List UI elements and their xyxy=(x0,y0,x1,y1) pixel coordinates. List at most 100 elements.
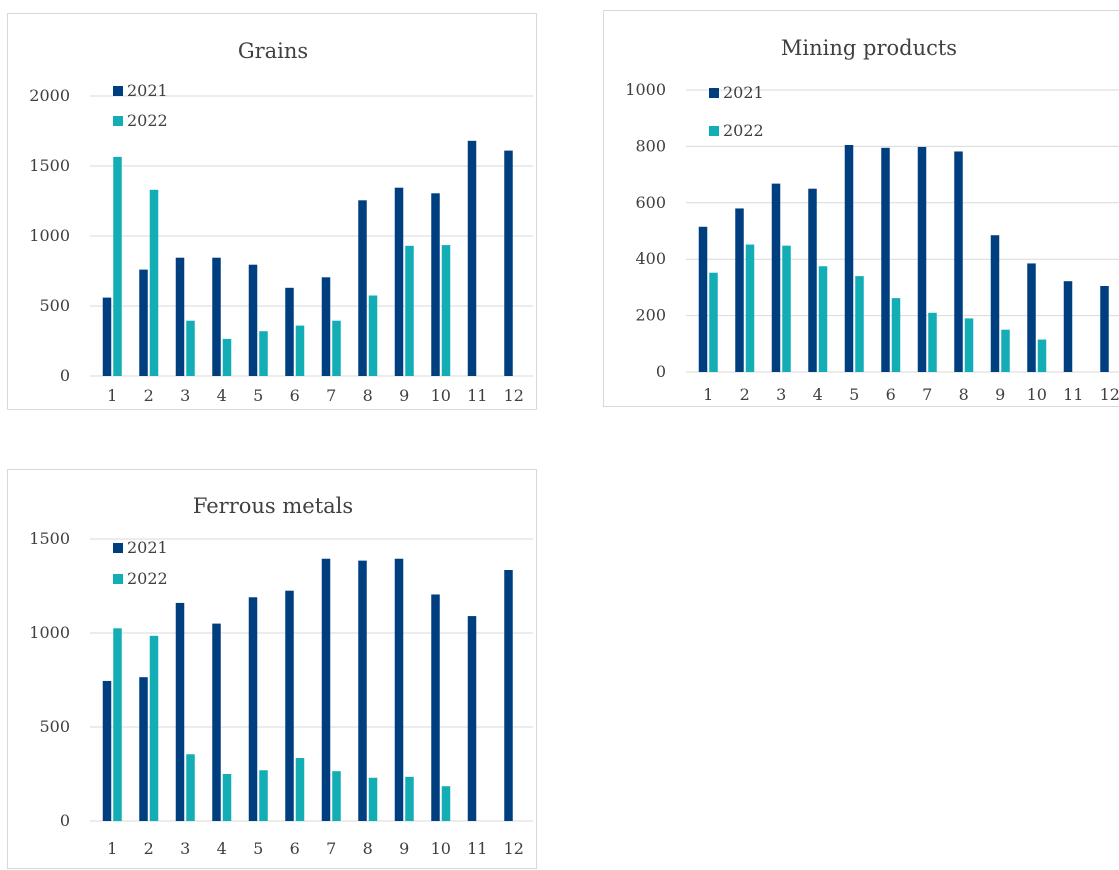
bar-ferrous-metals-2022-9 xyxy=(405,776,414,821)
bar-grains-2021-2 xyxy=(139,269,148,376)
chart-title: Ferrous metals xyxy=(193,494,353,518)
x-tick-label: 5 xyxy=(849,385,859,404)
bar-ferrous-metals-2021-2 xyxy=(139,677,148,821)
x-tick-label: 6 xyxy=(290,839,300,858)
bar-ferrous-metals-2022-4 xyxy=(222,774,232,821)
x-tick-label: 3 xyxy=(180,839,190,858)
x-tick-label: 11 xyxy=(467,386,487,405)
bar-grains-2022-4 xyxy=(222,338,232,376)
x-tick-label: 9 xyxy=(399,839,409,858)
bar-mining-products-2021-10 xyxy=(1027,263,1036,372)
bar-mining-products-2022-3 xyxy=(782,245,791,372)
x-tick-label: 1 xyxy=(703,385,713,404)
x-tick-label: 1 xyxy=(107,839,117,858)
bar-grains-2021-11 xyxy=(467,140,477,376)
y-tick-label: 0 xyxy=(60,811,70,830)
bar-mining-products-2021-8 xyxy=(954,151,963,372)
legend-label-2021: 2021 xyxy=(723,83,764,102)
x-tick-label: 8 xyxy=(959,385,969,404)
bar-grains-2021-7 xyxy=(321,277,331,376)
bar-grains-2022-3 xyxy=(186,320,195,376)
y-tick-label: 500 xyxy=(39,296,70,315)
bar-ferrous-metals-2022-2 xyxy=(149,635,159,821)
x-tick-label: 6 xyxy=(290,386,300,405)
legend-swatch-2021 xyxy=(709,88,719,98)
bar-ferrous-metals-2021-9 xyxy=(394,558,404,821)
bar-mining-products-2021-4 xyxy=(808,188,817,372)
bar-mining-products-2022-10 xyxy=(1037,339,1047,372)
x-tick-label: 10 xyxy=(431,386,451,405)
bar-grains-2022-5 xyxy=(259,331,268,376)
bar-grains-2022-1 xyxy=(113,156,122,376)
x-tick-label: 2 xyxy=(144,386,154,405)
y-tick-label: 500 xyxy=(39,717,70,736)
bar-grains-2022-2 xyxy=(149,189,159,376)
bar-ferrous-metals-2021-12 xyxy=(504,570,513,821)
x-tick-label: 5 xyxy=(253,839,263,858)
bar-mining-products-2021-11 xyxy=(1063,281,1073,372)
x-tick-label: 5 xyxy=(253,386,263,405)
bar-ferrous-metals-2022-7 xyxy=(332,771,341,821)
y-tick-label: 1500 xyxy=(29,529,70,548)
y-tick-label: 0 xyxy=(60,366,70,385)
x-tick-label: 12 xyxy=(1100,385,1119,404)
bar-grains-2021-10 xyxy=(431,193,440,376)
legend-swatch-2022 xyxy=(113,116,123,126)
bar-ferrous-metals-2021-7 xyxy=(321,558,331,821)
bar-ferrous-metals-2022-5 xyxy=(259,770,268,821)
bar-ferrous-metals-2022-8 xyxy=(368,777,378,821)
x-tick-label: 6 xyxy=(886,385,896,404)
x-tick-label: 7 xyxy=(326,839,336,858)
bar-mining-products-2021-2 xyxy=(735,208,744,372)
bar-mining-products-2021-5 xyxy=(844,144,854,372)
x-tick-label: 8 xyxy=(363,839,373,858)
bar-grains-2022-7 xyxy=(332,320,341,376)
x-tick-label: 4 xyxy=(217,839,227,858)
bar-mining-products-2022-6 xyxy=(891,298,901,372)
y-tick-label: 1000 xyxy=(625,80,666,99)
bar-mining-products-2022-4 xyxy=(818,266,828,372)
bar-ferrous-metals-2021-11 xyxy=(467,616,477,821)
bar-ferrous-metals-2021-3 xyxy=(175,602,185,821)
x-tick-label: 10 xyxy=(1027,385,1047,404)
bar-ferrous-metals-2022-6 xyxy=(295,758,305,821)
x-tick-label: 2 xyxy=(740,385,750,404)
x-tick-label: 12 xyxy=(504,386,524,405)
y-tick-label: 2000 xyxy=(29,86,70,105)
bar-grains-2021-5 xyxy=(248,264,258,376)
bar-mining-products-2021-9 xyxy=(990,235,1000,372)
bar-ferrous-metals-2021-6 xyxy=(285,590,294,821)
y-tick-label: 800 xyxy=(635,136,666,155)
x-tick-label: 4 xyxy=(217,386,227,405)
x-tick-label: 7 xyxy=(922,385,932,404)
legend-swatch-2022 xyxy=(113,574,123,584)
y-tick-label: 1000 xyxy=(29,226,70,245)
bar-grains-2022-10 xyxy=(441,245,451,376)
chart-title: Mining products xyxy=(781,36,957,60)
x-tick-label: 2 xyxy=(144,839,154,858)
legend-swatch-2021 xyxy=(113,86,123,96)
bar-grains-2021-9 xyxy=(394,187,404,376)
x-tick-label: 3 xyxy=(180,386,190,405)
bar-mining-products-2022-7 xyxy=(928,312,937,372)
legend-label-2021: 2021 xyxy=(127,538,168,557)
bar-ferrous-metals-2021-5 xyxy=(248,597,258,821)
bar-mining-products-2022-8 xyxy=(964,318,974,372)
bar-grains-2021-3 xyxy=(175,257,185,376)
bar-ferrous-metals-2022-3 xyxy=(186,754,195,821)
x-tick-label: 4 xyxy=(813,385,823,404)
bar-mining-products-2022-1 xyxy=(709,272,718,372)
chart-title: Grains xyxy=(238,39,308,63)
bar-ferrous-metals-2021-4 xyxy=(212,623,221,821)
x-tick-label: 7 xyxy=(326,386,336,405)
legend-label-2022: 2022 xyxy=(127,569,168,588)
legend-label-2022: 2022 xyxy=(723,121,764,140)
legend-swatch-2021 xyxy=(113,543,123,553)
bar-mining-products-2021-6 xyxy=(881,147,890,372)
bar-mining-products-2021-1 xyxy=(698,226,708,372)
y-tick-label: 1500 xyxy=(29,156,70,175)
x-tick-label: 11 xyxy=(467,839,487,858)
bar-mining-products-2021-12 xyxy=(1100,285,1109,372)
